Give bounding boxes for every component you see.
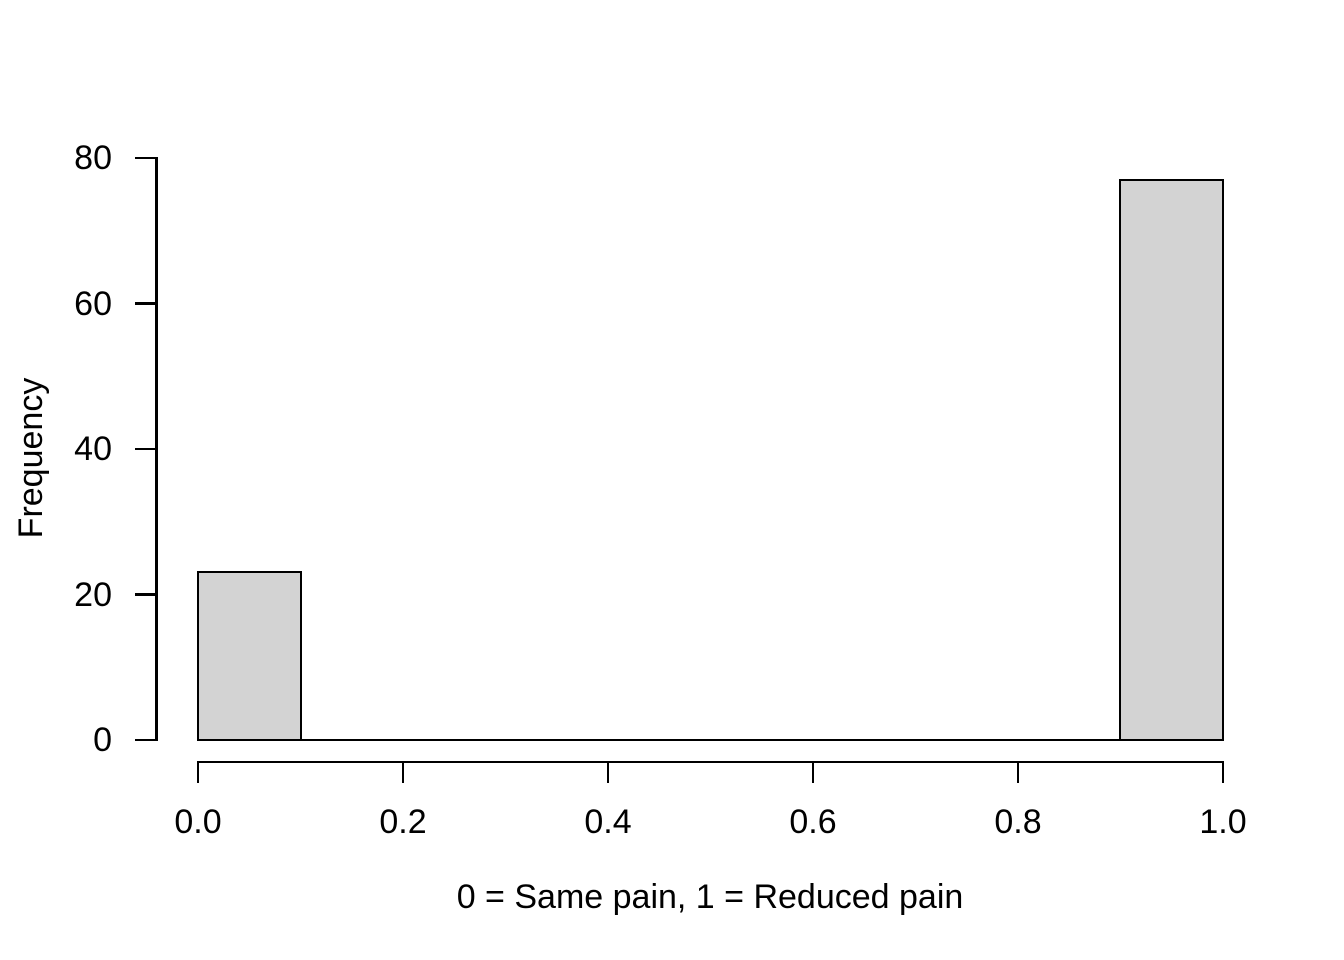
y-axis-tick (135, 738, 156, 742)
x-tick-label: 0.0 (174, 803, 222, 841)
y-axis-tick (135, 593, 156, 596)
histogram-bar (196, 571, 302, 742)
y-axis-tick (135, 447, 156, 451)
x-tick-label: 0.6 (789, 803, 837, 841)
zero-baseline (196, 738, 1225, 742)
y-tick-label: 40 (74, 430, 112, 468)
x-tick-label: 0.4 (584, 803, 632, 841)
x-axis-title: 0 = Same pain, 1 = Reduced pain (456, 878, 964, 916)
x-axis-tick (811, 763, 815, 784)
x-tick-label: 0.2 (379, 803, 427, 841)
x-tick-label: 0.8 (994, 803, 1042, 841)
x-axis-tick (1016, 763, 1020, 784)
y-axis-line (155, 156, 158, 742)
x-axis-line (196, 760, 1225, 764)
y-tick-label: 0 (93, 721, 112, 759)
y-tick-label: 20 (74, 575, 112, 614)
y-axis-title: Frequency (12, 377, 50, 539)
y-axis-tick (135, 302, 156, 305)
y-axis-tick (135, 156, 156, 160)
x-axis-tick (401, 763, 405, 784)
y-tick-label: 60 (74, 284, 112, 323)
y-tick-label: 80 (74, 139, 112, 177)
histogram-bar (1119, 178, 1225, 742)
x-axis-tick (196, 763, 200, 784)
x-axis-tick (606, 763, 610, 784)
x-tick-label: 1.0 (1199, 803, 1247, 841)
x-axis-tick (1221, 763, 1225, 784)
